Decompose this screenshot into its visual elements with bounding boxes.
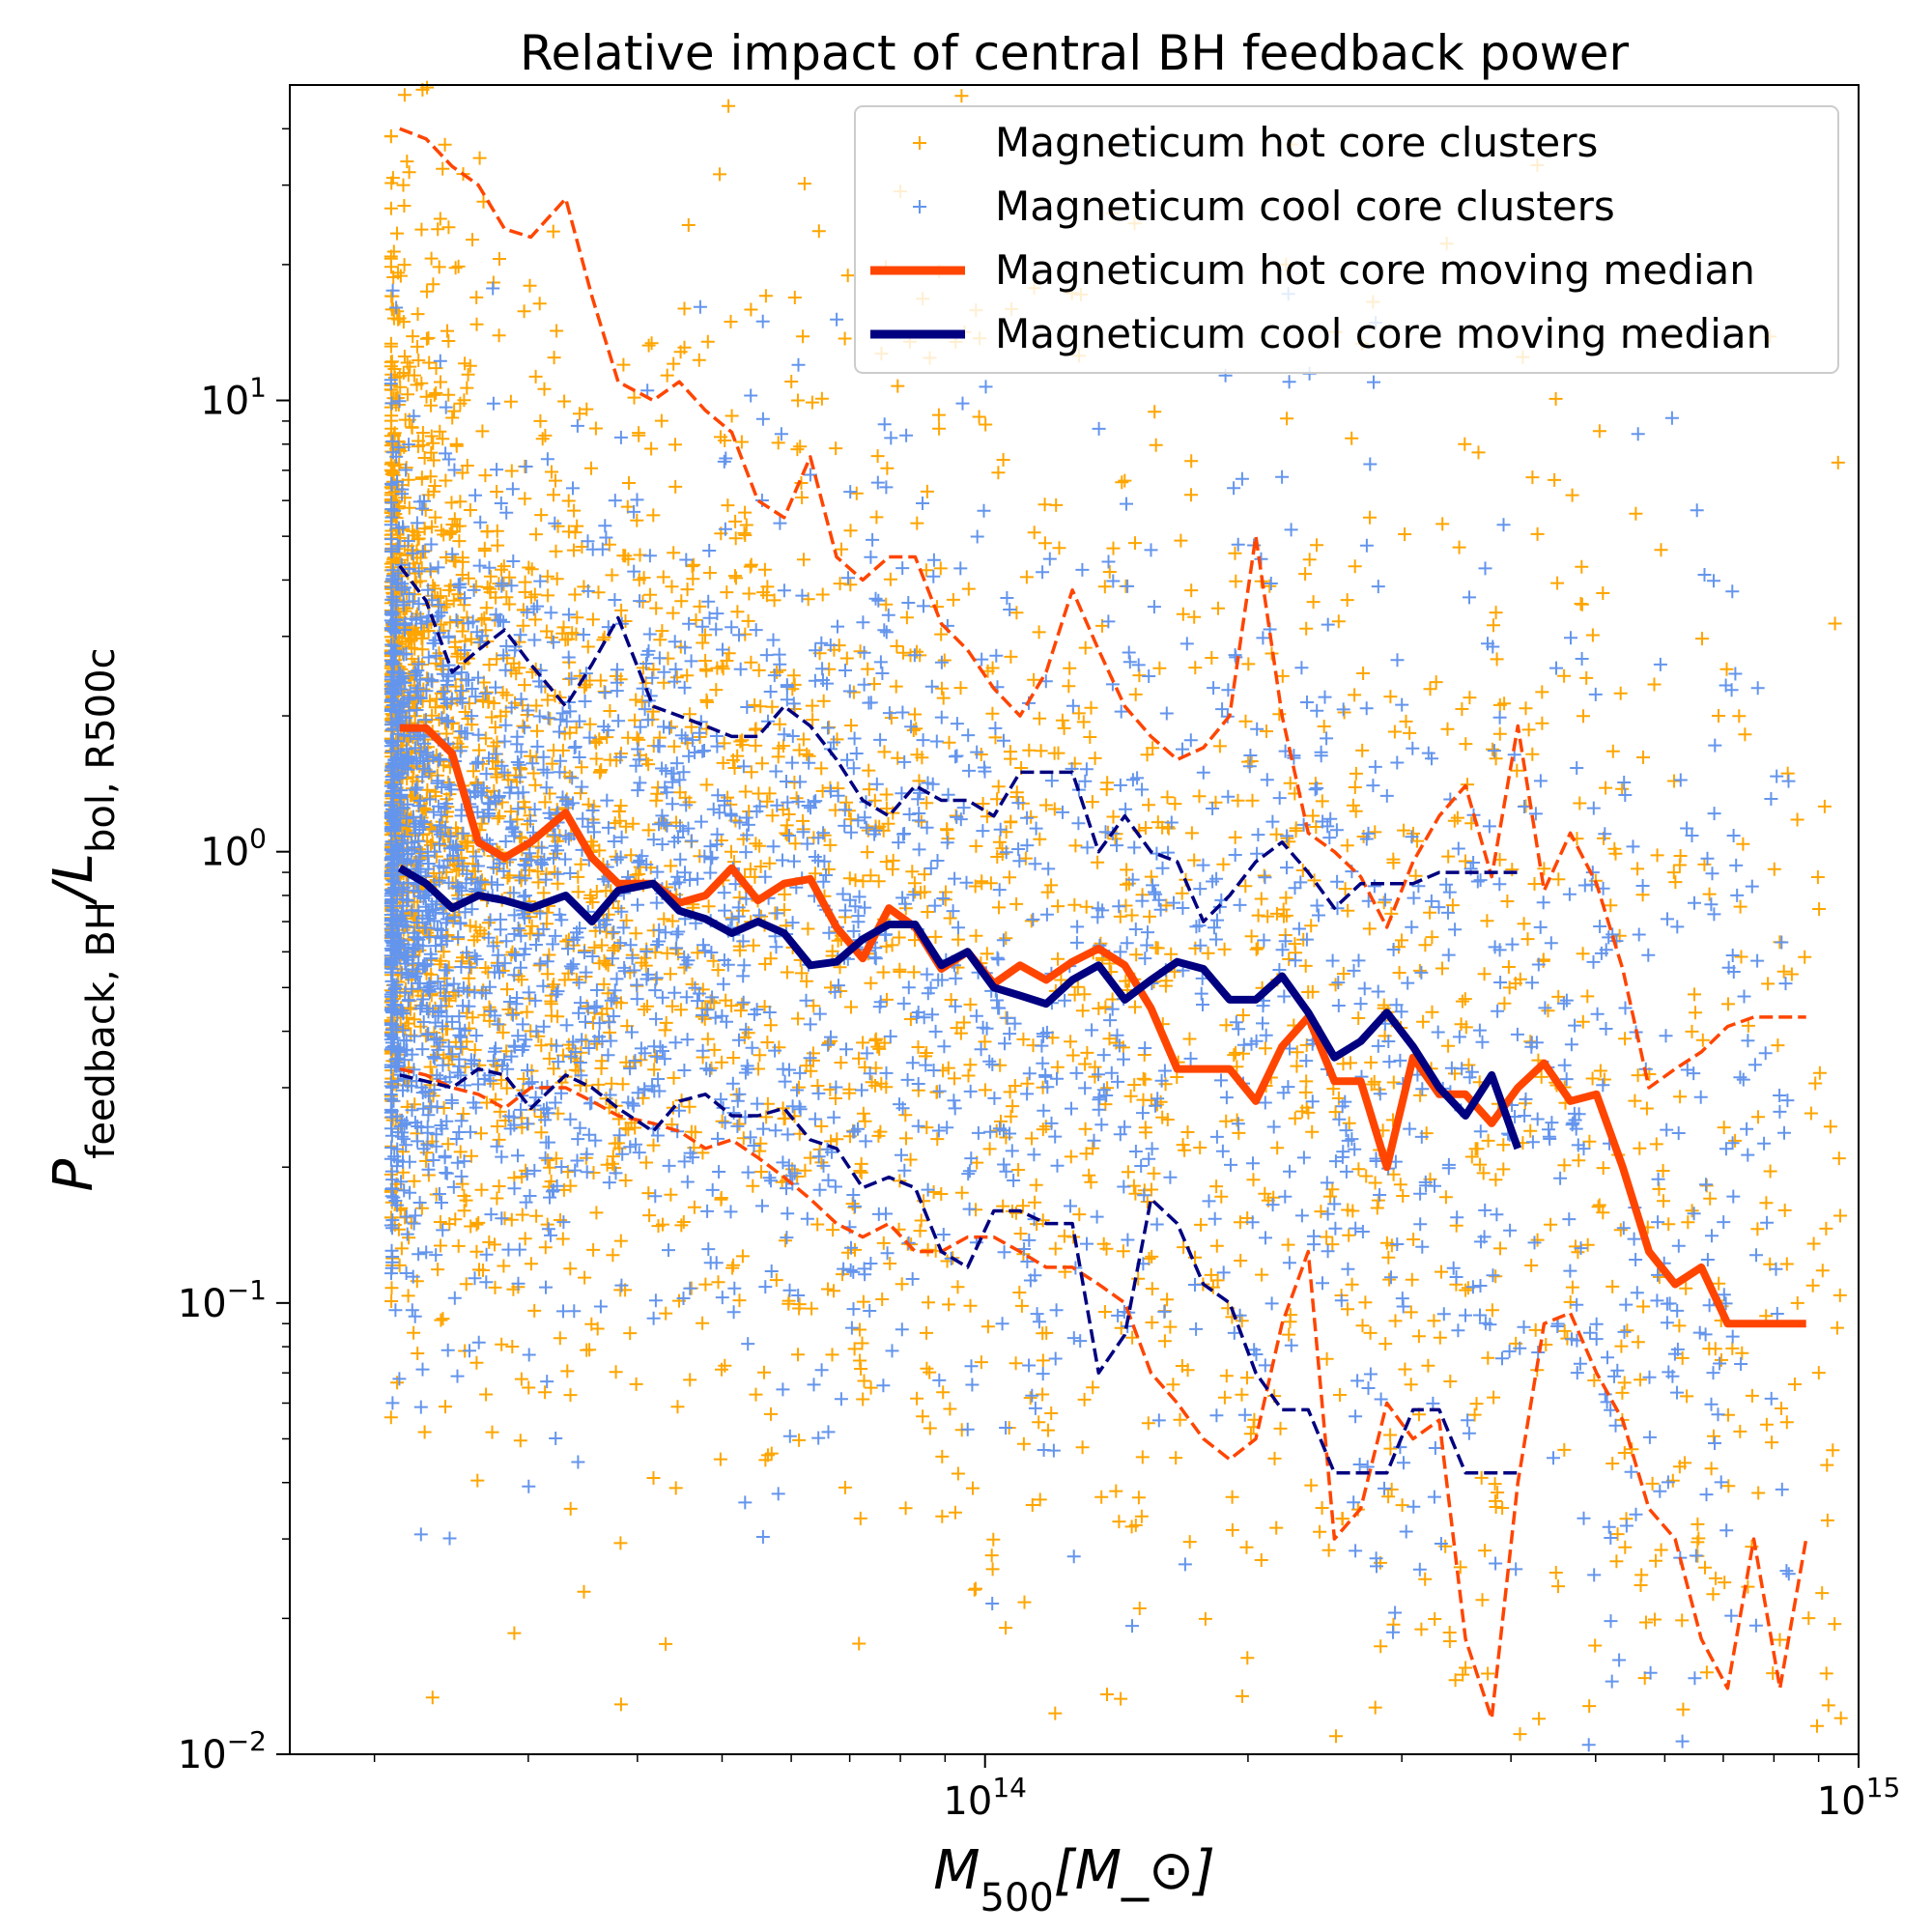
y-tick-label: 101 [200,372,267,424]
legend-label: Magneticum cool core moving median [995,310,1772,357]
chart-title: Relative impact of central BH feedback p… [520,25,1629,81]
legend-marker [913,136,926,150]
legend: Magneticum hot core clusters Magneticum c… [854,105,1839,374]
x-tick-label: 1014 [943,1772,1027,1824]
scatter-layer [384,80,1848,1752]
legend-box [854,105,1839,374]
cool-core-lower-percentile-line [399,1066,1519,1475]
y-tick-label: 10−2 [178,1725,267,1777]
hot-core-upper-percentile-line [399,127,1806,1090]
plot-frame [289,84,1860,1755]
y-tick-label: 100 [200,823,267,875]
y-axis-label: Pfeedback, BH/Lbol, R500c [43,647,124,1191]
legend-marker [913,200,926,213]
magneticum-hot-core-moving-median-line [399,724,1806,1328]
line-layer [397,127,1808,1720]
cool-core-upper-percentile-line [398,564,1519,923]
legend-label: Magneticum hot core clusters [995,119,1598,166]
x-axis-label: M500[M_⊙] [933,1839,1215,1920]
tick-layer: 1014 1015 10−2 10−1 100 101 [178,128,1900,1824]
magneticum-cool-core-moving-median-line [397,865,1522,1151]
x-tick-label: 1015 [1817,1772,1901,1824]
legend-label: Magneticum cool core clusters [995,183,1615,230]
legend-label: Magneticum hot core moving median [995,246,1755,294]
hot-core-lower-percentile-line [399,1066,1808,1720]
y-tick-label: 10−1 [178,1274,267,1326]
scatter-points-cool-core [384,142,1796,1752]
